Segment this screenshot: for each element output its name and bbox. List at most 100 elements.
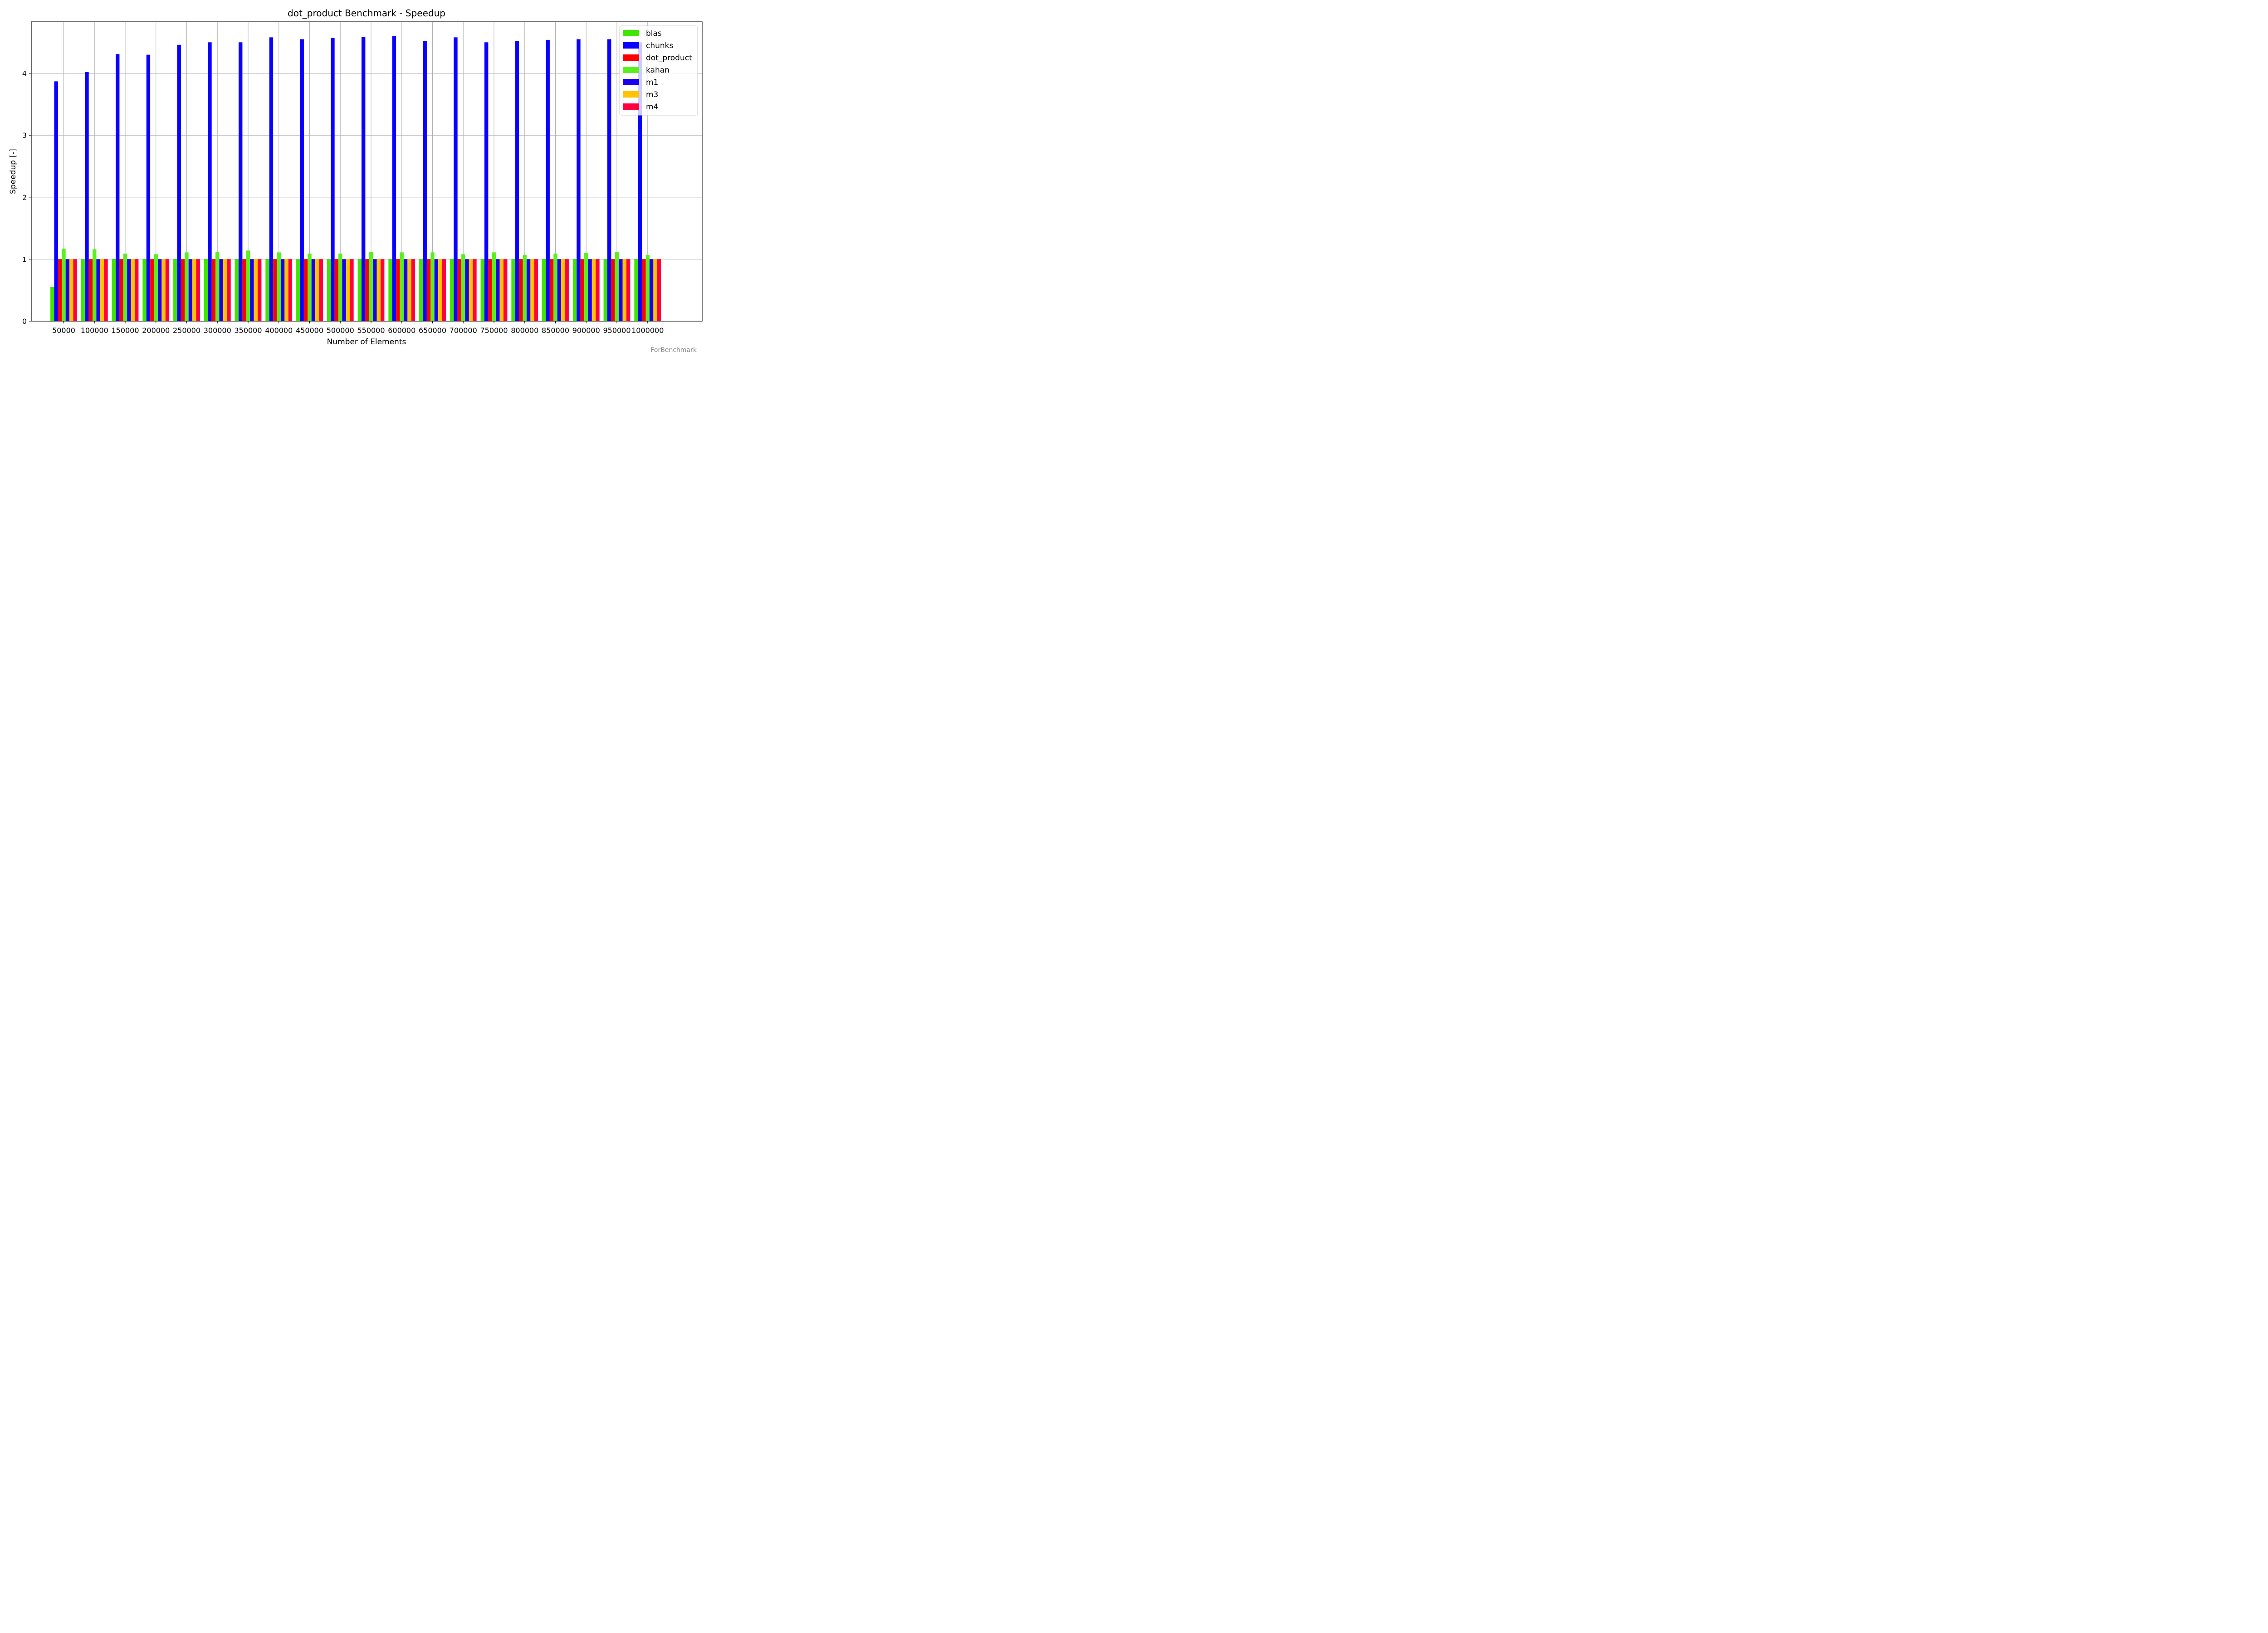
bar-m4 [135,259,139,321]
bar-m1 [434,259,439,321]
bar-chunks [177,44,181,321]
bar-m1 [157,259,162,321]
legend-swatch-chunks [623,42,639,49]
bar-chunks [269,37,274,322]
bar-chunks [392,36,396,321]
plot-frame [31,21,703,322]
bar-dot_product [242,259,246,321]
bar-m3 [100,259,104,321]
x-tick-label: 950000 [603,326,631,335]
x-tick-label: 900000 [572,326,600,335]
chart-title: dot_product Benchmark - Speedup [288,8,445,19]
bar-blas [388,259,392,321]
x-tick-label: 200000 [142,326,170,335]
bar-chunks [638,42,642,322]
bar-dot_product [58,259,62,321]
bar-m4 [73,259,77,321]
bar-m1 [250,259,254,321]
bar-kahan [553,254,557,321]
bar-m4 [473,259,477,321]
x-tick-label: 150000 [111,326,139,335]
bar-dot_product [611,259,615,321]
bar-chunks [423,41,427,321]
bar-blas [450,259,454,321]
y-tick-label: 3 [22,131,27,140]
legend-swatch-dot_product [623,54,639,61]
bar-blas [81,259,85,321]
bar-m1 [403,259,408,321]
x-tick-label: 400000 [265,326,293,335]
bar-blas [603,259,607,321]
bar-m4 [565,259,569,321]
legend-label-m4: m4 [646,103,658,112]
x-tick-label: 550000 [357,326,385,335]
bar-blas [634,259,638,321]
bar-kahan [246,250,250,321]
x-tick-label: 650000 [419,326,446,335]
bar-kahan [185,252,189,321]
bar-m1 [311,259,316,321]
bar-m3 [69,259,73,321]
bar-m3 [530,259,534,321]
bar-chunks [577,39,581,322]
bar-kahan [215,252,220,321]
bar-dot_product [396,259,400,321]
bar-kahan [492,252,496,321]
bar-blas [357,259,362,321]
bar-blas [419,259,423,321]
bar-kahan [154,254,158,321]
bar-dot_product [488,259,492,321]
bar-m4 [165,259,170,321]
bar-m3 [254,259,258,321]
x-tick-label: 450000 [296,326,323,335]
bar-m3 [192,259,196,321]
bar-m4 [381,259,385,321]
bar-kahan [308,254,312,321]
bar-m4 [350,259,354,321]
bar-blas [142,259,147,321]
bar-m4 [411,259,415,321]
bar-m1 [96,259,100,321]
legend-swatch-m4 [623,103,639,110]
bar-blas [572,259,577,321]
bar-chunks [362,37,366,321]
bar-blas [204,259,208,321]
legend-label-blas: blas [646,29,662,38]
x-tick-label: 1000000 [631,326,664,335]
bar-m3 [161,259,166,321]
bar-m1 [619,259,623,321]
watermark: ForBenchmark [650,347,697,354]
bar-dot_product [181,259,185,321]
bar-m1 [280,259,285,321]
bar-dot_product [273,259,277,321]
bar-kahan [430,252,435,321]
bar-m3 [284,259,288,321]
x-tick-label: 350000 [234,326,262,335]
y-axis-label: Speedup [-] [9,149,18,194]
bar-m4 [596,259,600,321]
legend-swatch-m3 [623,91,639,98]
bar-dot_product [519,259,523,321]
bar-chunks [146,54,151,322]
y-tick-label: 0 [22,317,27,326]
bar-dot_product [365,259,369,321]
bar-dot_product [119,259,123,321]
bar-blas [112,259,116,321]
bar-blas [235,259,239,321]
x-tick-label: 250000 [173,326,200,335]
bar-chunks [515,41,519,321]
bar-chunks [607,39,611,322]
bar-dot_product [580,259,585,321]
bar-kahan [461,254,465,321]
bar-m3 [315,259,319,321]
bar-blas [511,259,515,321]
bar-dot_product [642,259,646,321]
y-tick-label: 1 [22,255,27,264]
bar-m4 [227,259,231,321]
bar-m1 [649,259,654,321]
x-tick-label: 700000 [450,326,477,335]
bar-m4 [258,259,262,321]
bar-m4 [534,259,538,321]
bar-blas [327,259,331,321]
bar-chunks [54,81,58,322]
